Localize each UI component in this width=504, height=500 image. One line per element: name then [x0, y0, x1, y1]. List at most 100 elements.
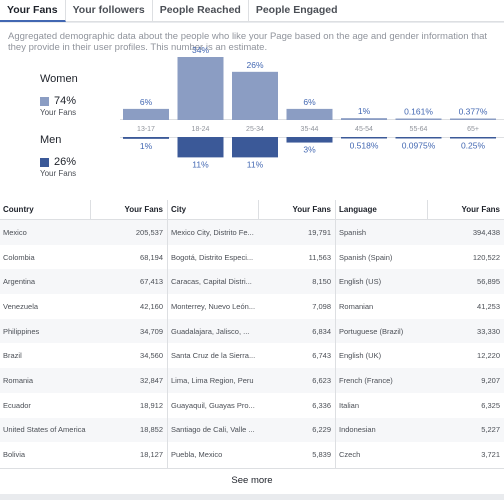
header-fans[interactable]: Your Fans	[461, 205, 500, 214]
table-row: Santa Cruz de la Sierra... 6,743	[168, 343, 335, 368]
table-row: Puebla, Mexico 5,839	[168, 442, 335, 467]
bar-men-35-44[interactable]	[286, 137, 333, 143]
row-value: 18,127	[140, 450, 163, 460]
row-label: Bolivia	[3, 450, 26, 460]
row-value: 3,721	[481, 450, 500, 460]
row-value: 6,743	[312, 351, 331, 361]
table-row: Guadalajara, Jalisco, ... 6,834	[168, 318, 335, 344]
bar-women-45-54[interactable]	[341, 118, 387, 120]
table-row: Bolivia 18,127	[0, 442, 167, 467]
row-label: Ecuador	[3, 400, 31, 410]
table-row: Romania 32,847	[0, 368, 167, 393]
bar-women-35-44[interactable]	[286, 108, 333, 120]
row-label: Caracas, Capital Distri...	[171, 277, 252, 287]
row-label: English (US)	[339, 277, 382, 287]
label-women-65+: 0.377%	[459, 107, 488, 117]
bar-men-25-34[interactable]	[232, 137, 278, 158]
row-value: 8,150	[312, 277, 331, 287]
row-value: 41,253	[477, 301, 500, 311]
label-men-25-34: 11%	[247, 159, 264, 169]
row-label: Guayaquil, Guayas Pro...	[171, 400, 255, 410]
label-men-18-24: 11%	[192, 159, 209, 169]
table-row: Argentina 67,413	[0, 269, 167, 295]
row-label: Mexico City, Distrito Fe...	[171, 227, 254, 237]
bar-men-18-24[interactable]	[177, 137, 224, 158]
table-row: Santiago de Cali, Valle ... 6,229	[168, 417, 335, 443]
category-label-45-54: 45-54	[355, 126, 373, 133]
header-label[interactable]: City	[168, 199, 259, 220]
row-value: 56,895	[477, 277, 500, 287]
row-value: 6,834	[312, 326, 331, 336]
demographics-panel: Aggregated demographic data about the pe…	[0, 23, 504, 200]
women-legend: Women 74% Your Fans	[40, 73, 78, 117]
bar-women-65+[interactable]	[450, 118, 496, 121]
row-label: Philippines	[3, 326, 40, 336]
header-fans[interactable]: Your Fans	[124, 205, 163, 214]
row-value: 34,709	[140, 326, 163, 336]
men-swatch	[40, 157, 49, 167]
bar-women-25-34[interactable]	[232, 71, 278, 120]
men-sub: Your Fans	[40, 169, 77, 178]
category-label-35-44: 35-44	[301, 126, 319, 133]
header-fans[interactable]: Your Fans	[292, 205, 331, 214]
women-swatch	[40, 96, 49, 106]
table-row: Romanian 41,253	[336, 294, 504, 319]
label-women-13-17: 6%	[140, 97, 153, 107]
row-label: Venezuela	[3, 301, 39, 311]
bar-men-45-54[interactable]	[341, 137, 387, 139]
row-label: Spanish	[339, 227, 367, 237]
header-label[interactable]: Language	[336, 199, 428, 220]
row-label: Bogotá, Distrito Especi...	[171, 252, 254, 262]
tab-people-reached[interactable]: People Reached	[153, 0, 249, 22]
bar-men-55-64[interactable]	[395, 137, 442, 139]
label-women-18-24: 34%	[192, 45, 209, 55]
bar-men-13-17[interactable]	[123, 137, 169, 139]
tab-your-fans[interactable]: Your Fans	[0, 0, 66, 22]
table-row: Colombia 68,194	[0, 245, 167, 270]
row-value: 6,623	[312, 375, 331, 385]
table-row: Italian 6,325	[336, 393, 504, 418]
row-value: 6,229	[312, 425, 331, 435]
men-percent: 26%	[54, 156, 77, 168]
row-label: Lima, Lima Region, Peru	[171, 375, 254, 385]
row-label: Guadalajara, Jalisco, ...	[171, 326, 250, 336]
see-more-button[interactable]: See more	[0, 468, 504, 494]
header-label[interactable]: Country	[0, 199, 91, 220]
label-women-35-44: 6%	[303, 97, 316, 107]
table-row: Guayaquil, Guayas Pro... 6,336	[168, 393, 335, 418]
row-label: Puebla, Mexico	[171, 450, 223, 460]
bar-men-65+[interactable]	[450, 137, 496, 139]
row-value: 5,839	[312, 450, 331, 460]
tab-your-followers[interactable]: Your followers	[66, 0, 153, 22]
row-label: Mexico	[3, 227, 27, 237]
table-row: French (France) 9,207	[336, 368, 504, 393]
table-city: City Your Fans Mexico City, Distrito Fe...…	[168, 199, 336, 468]
row-value: 32,847	[140, 375, 163, 385]
bar-women-18-24[interactable]	[177, 57, 224, 120]
bar-women-55-64[interactable]	[395, 118, 442, 121]
table-language: Language Your Fans Spanish 394,438 Spanish (…	[336, 199, 504, 468]
row-label: Brazil	[3, 351, 22, 361]
row-value: 11,563	[308, 252, 331, 262]
table-row: Lima, Lima Region, Peru 6,623	[168, 368, 335, 393]
women-label: Women	[40, 73, 78, 85]
bar-women-13-17[interactable]	[123, 108, 169, 120]
table-header: Country Your Fans	[0, 199, 167, 220]
label-women-55-64: 0.161%	[404, 107, 433, 117]
tab-bar: Your Fans Your followers People Reached Peo…	[0, 0, 504, 22]
label-men-13-17: 1%	[140, 141, 153, 151]
row-label: Monterrey, Nuevo León...	[171, 301, 256, 311]
row-label: Romania	[3, 375, 34, 385]
row-label: Portuguese (Brazil)	[339, 326, 404, 336]
row-value: 68,194	[140, 252, 163, 262]
row-value: 18,912	[140, 400, 163, 410]
table-row: Monterrey, Nuevo León... 7,098	[168, 294, 335, 319]
row-value: 12,220	[477, 351, 500, 361]
row-value: 5,227	[481, 425, 500, 435]
row-label: Santa Cruz de la Sierra...	[171, 351, 256, 361]
category-label-18-24: 18-24	[192, 126, 210, 133]
table-row: Bogotá, Distrito Especi... 11,563	[168, 245, 335, 270]
tab-people-engaged[interactable]: People Engaged	[255, 4, 338, 16]
top-tables: Country Your Fans Mexico 205,537 Colombia 68,…	[0, 199, 504, 468]
table-row: Portuguese (Brazil) 33,330	[336, 318, 504, 344]
